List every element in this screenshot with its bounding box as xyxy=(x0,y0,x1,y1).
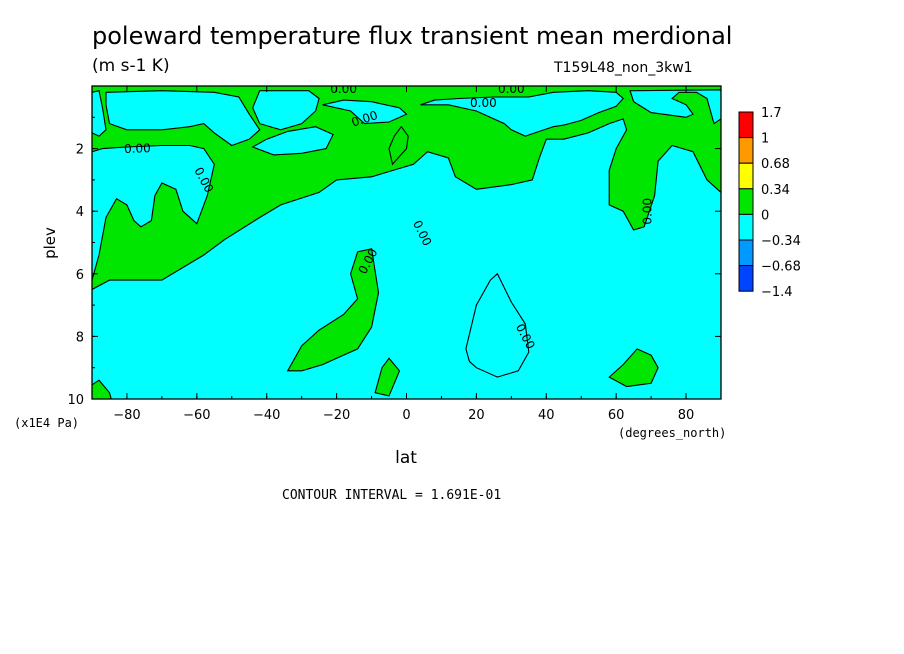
colorbar-swatch xyxy=(738,213,754,241)
colorbar-level: 0 xyxy=(761,208,769,223)
x-tick-label: 40 xyxy=(538,408,555,423)
y-axis-label: plev xyxy=(41,227,59,259)
y-tick-label: 2 xyxy=(76,143,84,158)
contour-label: 0.00 xyxy=(498,82,525,96)
contour-region-positive xyxy=(388,125,409,166)
colorbar-legend: 1.7 1 0.68 0.34 0 −0.34 −0.68 −1.4 xyxy=(738,106,801,300)
colorbar-level: −1.4 xyxy=(761,285,793,300)
contour-region-negative xyxy=(92,89,721,399)
x-tick-label: 0 xyxy=(402,408,410,423)
contour-regions xyxy=(92,89,721,399)
colorbar-level: 0.34 xyxy=(761,183,790,198)
colorbar-swatch xyxy=(738,111,754,139)
colorbar-level: 0.68 xyxy=(761,157,790,172)
contour-label: 0.00 xyxy=(330,82,357,96)
run-name: T159L48_non_3kw1 xyxy=(554,60,693,76)
colorbar-level: 1.7 xyxy=(761,106,782,121)
colorbar-swatch xyxy=(738,188,754,215)
contour-region-negative xyxy=(251,126,334,156)
contour-region-negative xyxy=(105,90,261,147)
y-tick-label: 8 xyxy=(76,330,84,345)
chart-title: poleward temperature flux transient mean… xyxy=(92,22,733,50)
y-axis: 2 4 6 8 10 xyxy=(67,116,721,408)
colorbar-swatch xyxy=(738,239,754,267)
contour-region-negative xyxy=(92,144,215,281)
x-axis-label: lat xyxy=(395,448,417,468)
x-axis: −80 −60 −40 −20 0 20 40 60 80 xyxy=(91,86,722,423)
contour-region-negative xyxy=(465,272,530,378)
chart-units: (m s-1 K) xyxy=(92,56,170,76)
contour-region-negative xyxy=(252,90,320,131)
contour-interval: CONTOUR INTERVAL = 1.691E-01 xyxy=(282,488,502,503)
y-axis-units: (x1E4 Pa) xyxy=(14,416,80,430)
contour-region-negative xyxy=(322,99,408,125)
contour-region-positive xyxy=(374,357,401,397)
colorbar-swatch xyxy=(738,265,754,292)
colorbar-level: −0.68 xyxy=(761,260,801,275)
colorbar-swatch xyxy=(738,162,754,190)
contour-label: 0.00 xyxy=(470,96,497,110)
colorbar-level: −0.34 xyxy=(761,234,801,249)
contour-region-negative xyxy=(420,90,624,137)
y-tick-label: 10 xyxy=(67,393,84,408)
x-tick-label: −20 xyxy=(323,408,350,423)
contour-region-positive xyxy=(92,379,112,399)
x-tick-label: −80 xyxy=(113,408,140,423)
colorbar-level: 1 xyxy=(761,132,769,147)
contour-region-positive xyxy=(608,348,659,388)
x-tick-label: −40 xyxy=(253,408,280,423)
contour-label: 0.00 xyxy=(641,198,655,225)
x-axis-units: (degrees_north) xyxy=(618,426,727,440)
colorbar-swatch xyxy=(738,137,754,164)
x-tick-label: 60 xyxy=(608,408,625,423)
contour-region-positive xyxy=(286,248,380,372)
y-tick-label: 4 xyxy=(76,205,84,220)
contour-region-negative xyxy=(92,90,107,137)
x-tick-label: −60 xyxy=(183,408,210,423)
y-tick-label: 6 xyxy=(76,268,84,283)
contour-label: 0.00 xyxy=(124,141,151,156)
x-tick-label: 20 xyxy=(468,408,485,423)
x-tick-label: 80 xyxy=(678,408,695,423)
plot-area: 0.000.000.000.000.000.000.000.000.00 0.00 xyxy=(91,82,722,400)
